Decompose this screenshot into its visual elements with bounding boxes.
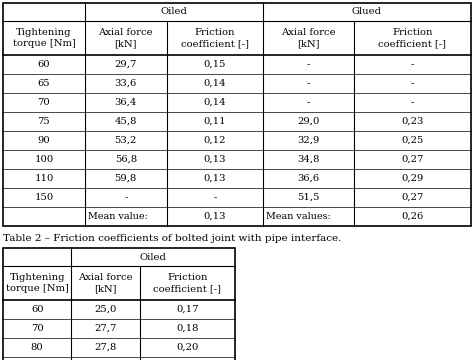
Text: -: - xyxy=(307,98,310,107)
Text: 29,0: 29,0 xyxy=(297,117,319,126)
Text: 0,27: 0,27 xyxy=(401,155,424,164)
Text: 36,6: 36,6 xyxy=(297,174,319,183)
Text: 45,8: 45,8 xyxy=(115,117,137,126)
Text: Friction
coefficient [-]: Friction coefficient [-] xyxy=(181,28,249,48)
Text: 27,7: 27,7 xyxy=(94,324,117,333)
Text: Axial force
[kN]: Axial force [kN] xyxy=(281,28,336,48)
Text: 80: 80 xyxy=(31,343,44,352)
Text: Friction
coefficient [-]: Friction coefficient [-] xyxy=(154,273,221,293)
Text: 34,8: 34,8 xyxy=(297,155,319,164)
Text: Tightening
torque [Nm]: Tightening torque [Nm] xyxy=(6,273,69,293)
Text: 65: 65 xyxy=(37,79,50,88)
Text: Friction
coefficient [-]: Friction coefficient [-] xyxy=(379,28,447,48)
Text: 0,11: 0,11 xyxy=(203,117,226,126)
Text: 0,17: 0,17 xyxy=(176,305,199,314)
Text: 0,18: 0,18 xyxy=(176,324,199,333)
Text: Oiled: Oiled xyxy=(140,252,167,261)
Text: 0,13: 0,13 xyxy=(203,212,226,221)
Text: 0,15: 0,15 xyxy=(203,60,226,69)
Text: Mean values:: Mean values: xyxy=(266,212,330,221)
Text: 0,13: 0,13 xyxy=(203,155,226,164)
Text: 59,8: 59,8 xyxy=(115,174,137,183)
Text: 60: 60 xyxy=(37,60,50,69)
Text: 0,13: 0,13 xyxy=(203,174,226,183)
Text: 75: 75 xyxy=(37,117,50,126)
Text: 110: 110 xyxy=(34,174,54,183)
Text: Oiled: Oiled xyxy=(160,8,187,17)
Text: 70: 70 xyxy=(31,324,44,333)
Text: 25,0: 25,0 xyxy=(94,305,117,314)
Text: 0,25: 0,25 xyxy=(401,136,424,145)
Bar xyxy=(3,248,235,360)
Text: 51,5: 51,5 xyxy=(297,193,319,202)
Text: 0,12: 0,12 xyxy=(203,136,226,145)
Text: -: - xyxy=(411,60,414,69)
Text: 0,23: 0,23 xyxy=(401,117,424,126)
Text: -: - xyxy=(307,79,310,88)
Text: -: - xyxy=(411,98,414,107)
Text: Tightening
torque [Nm]: Tightening torque [Nm] xyxy=(12,28,75,48)
Text: 0,14: 0,14 xyxy=(203,79,226,88)
Text: 56,8: 56,8 xyxy=(115,155,137,164)
Text: 0,14: 0,14 xyxy=(203,98,226,107)
Text: 0,27: 0,27 xyxy=(401,193,424,202)
Text: Axial force
[kN]: Axial force [kN] xyxy=(78,273,133,293)
Text: 36,4: 36,4 xyxy=(115,98,137,107)
Text: -: - xyxy=(411,79,414,88)
Text: Table 2 – Friction coefficients of bolted joint with pipe interface.: Table 2 – Friction coefficients of bolte… xyxy=(3,234,341,243)
Text: 29,7: 29,7 xyxy=(115,60,137,69)
Text: Glued: Glued xyxy=(352,8,382,17)
Text: -: - xyxy=(124,193,128,202)
Text: 0,29: 0,29 xyxy=(401,174,424,183)
Text: 32,9: 32,9 xyxy=(297,136,319,145)
Text: Axial force
[kN]: Axial force [kN] xyxy=(99,28,153,48)
Text: -: - xyxy=(307,60,310,69)
Text: 100: 100 xyxy=(34,155,54,164)
Text: 0,26: 0,26 xyxy=(401,212,424,221)
Text: 90: 90 xyxy=(37,136,50,145)
Text: 70: 70 xyxy=(37,98,50,107)
Text: 27,8: 27,8 xyxy=(94,343,117,352)
Text: 60: 60 xyxy=(31,305,44,314)
Text: 150: 150 xyxy=(34,193,54,202)
Text: 53,2: 53,2 xyxy=(115,136,137,145)
Text: 0,20: 0,20 xyxy=(176,343,199,352)
Text: Mean value:: Mean value: xyxy=(88,212,148,221)
Bar xyxy=(3,3,471,226)
Text: -: - xyxy=(213,193,217,202)
Text: 33,6: 33,6 xyxy=(115,79,137,88)
